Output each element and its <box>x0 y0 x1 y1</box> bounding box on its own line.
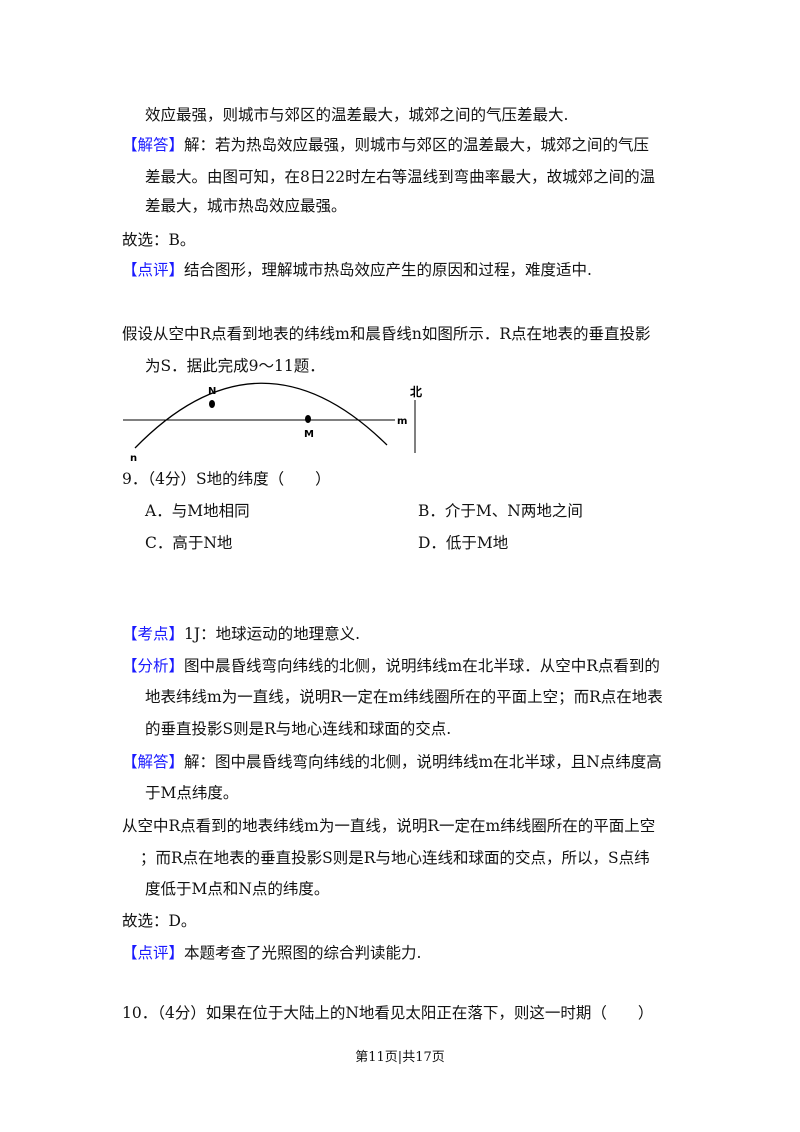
text: 解：图中晨昏线弯向纬线的北侧，说明纬线m在北半球，且N点纬度高 <box>184 753 662 771</box>
answer-line: 【解答】解：图中晨昏线弯向纬线的北侧，说明纬线m在北半球，且N点纬度高 <box>122 752 662 772</box>
analysis-tag: 【分析】 <box>122 657 185 675</box>
option-b: B．介于M、N两地之间 <box>418 502 583 520</box>
answer-line: 【解答】解：若为热岛效应最强，则城市与郊区的温差最大，城郊之间的气压 <box>122 135 649 155</box>
answer-tag: 【解答】 <box>122 753 185 771</box>
label-north: 北 <box>410 384 422 399</box>
label-m: m <box>397 416 407 427</box>
point-M <box>305 415 311 423</box>
text-line: 从空中R点看到的地表纬线m为一直线，说明R一定在m纬线圈所在的平面上空 <box>122 817 656 835</box>
page-footer: 第11页|共17页 <box>355 1050 445 1065</box>
text-line: 地表纬线m为一直线，说明R一定在m纬线圈所在的平面上空；而R点在地表 <box>145 688 663 706</box>
point-line: 【考点】1J：地球运动的地理意义. <box>122 624 360 644</box>
question-10-stem: 10．（4分）如果在位于大陆上的N地看见太阳正在落下，则这一时期（ ） <box>122 1004 654 1022</box>
option-c: C．高于N地 <box>145 534 233 552</box>
text-line: 于M点纬度。 <box>145 784 239 802</box>
text: 1J：地球运动的地理意义. <box>184 625 361 643</box>
option-a: A．与M地相同 <box>145 502 250 520</box>
terminator-line-n <box>134 382 388 449</box>
text: 本题考查了光照图的综合判读能力. <box>184 944 422 962</box>
answer-tag: 【解答】 <box>122 136 185 154</box>
point-N <box>209 400 215 408</box>
text-line: 度低于M点和N点的纬度。 <box>145 880 330 898</box>
point-tag: 【考点】 <box>122 625 185 643</box>
analysis-line: 【分析】图中晨昏线弯向纬线的北侧，说明纬线m在北半球．从空中R点看到的 <box>122 656 660 676</box>
text: 解：若为热岛效应最强，则城市与郊区的温差最大，城郊之间的气压 <box>184 136 650 154</box>
text-line: 效应最强，则城市与郊区的温差最大，城郊之间的气压差最大. <box>145 106 569 124</box>
text-line: 差最大。由图可知，在8日22时左右等温线到弯曲率最大，故城郊之间的温 <box>145 168 656 186</box>
text-line: 的垂直投影S则是R与地心连线和球面的交点. <box>145 720 452 738</box>
text-line: ；而R点在地表的垂直投影S则是R与地心连线和球面的交点，所以，S点纬 <box>140 849 650 867</box>
intro-line: 假设从空中R点看到地表的纬线m和晨昏线n如图所示．R点在地表的垂直投影 <box>122 325 651 343</box>
choice-line: 故选：B。 <box>122 231 196 249</box>
choice-line: 故选：D。 <box>122 912 197 930</box>
label-M: M <box>304 429 314 440</box>
comment-tag: 【点评】 <box>122 944 185 962</box>
comment-line: 【点评】本题考查了光照图的综合判读能力. <box>122 943 421 963</box>
text: 图中晨昏线弯向纬线的北侧，说明纬线m在北半球．从空中R点看到的 <box>184 657 660 675</box>
option-d: D．低于M地 <box>418 534 509 552</box>
label-n: n <box>130 453 137 464</box>
comment-tag: 【点评】 <box>122 261 185 279</box>
text: 结合图形，理解城市热岛效应产生的原因和过程，难度适中. <box>184 261 592 279</box>
comment-line: 【点评】结合图形，理解城市热岛效应产生的原因和过程，难度适中. <box>122 260 592 280</box>
text-line: 差最大，城市热岛效应最强。 <box>145 197 347 215</box>
label-N: N <box>208 386 216 397</box>
terminator-diagram: N M m n 北 <box>123 382 422 464</box>
question-9-stem: 9．（4分）S地的纬度（ ） <box>122 470 331 488</box>
intro-line: 为S．据此完成9～11题． <box>145 357 325 375</box>
